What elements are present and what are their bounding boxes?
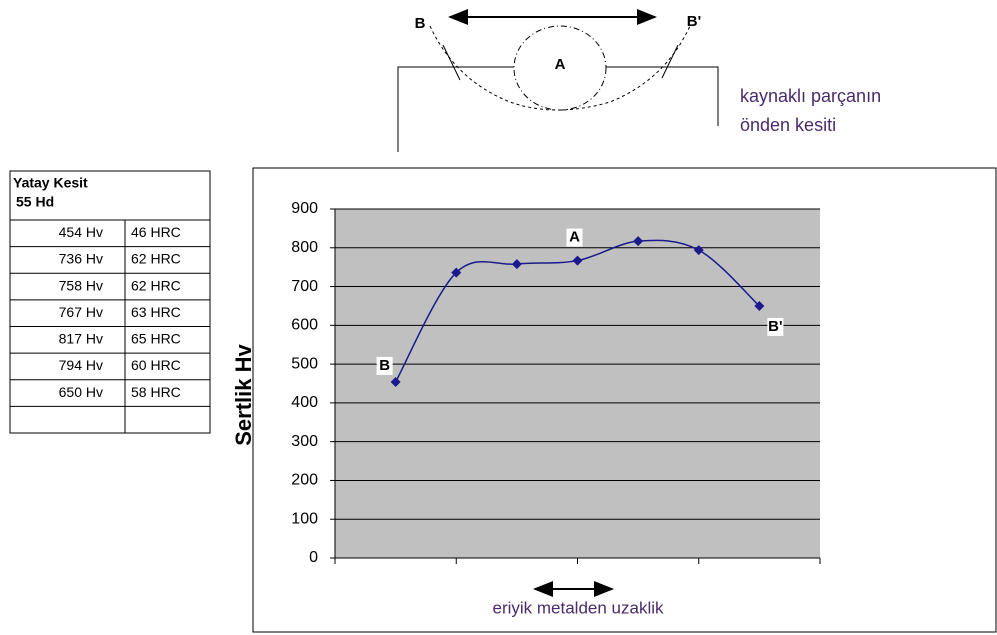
table-cell: 63 HRC — [131, 304, 181, 320]
y-tick-label: 300 — [291, 433, 318, 450]
caption-line: kaynaklı parçanın — [740, 86, 881, 106]
weld-diagram: B A B' kaynaklı parçanın önden kesiti — [398, 13, 881, 152]
y-tick-label: 600 — [291, 317, 318, 334]
table-cell: 65 HRC — [131, 331, 181, 347]
table-cell: 58 HRC — [131, 384, 181, 400]
table-cell: 62 HRC — [131, 251, 181, 267]
point-label: B — [379, 357, 390, 374]
leader — [443, 45, 460, 80]
label-b-prime: B' — [687, 13, 701, 30]
table-title: Yatay Kesit — [13, 175, 88, 191]
table-cell: 794 Hv — [59, 357, 103, 373]
table-cell: 454 Hv — [59, 224, 103, 240]
table-cell: 758 Hv — [59, 277, 103, 293]
table-cell: 60 HRC — [131, 357, 181, 373]
y-tick-label: 400 — [291, 394, 318, 411]
table-subtitle: 55 Hd — [16, 194, 54, 210]
label-a: A — [555, 56, 566, 73]
x-axis-label: eriyik metalden uzaklik — [492, 598, 664, 617]
table-cell: 650 Hv — [59, 384, 103, 400]
y-tick-label: 0 — [309, 549, 318, 566]
y-tick-label: 200 — [291, 472, 318, 489]
y-tick-label: 800 — [291, 239, 318, 256]
table-cell: 736 Hv — [59, 251, 103, 267]
caption-line: önden kesiti — [740, 115, 836, 135]
page: B A B' kaynaklı parçanın önden kesiti Ya… — [0, 0, 997, 635]
hardness-table: Yatay Kesit 55 Hd 454 Hv 46 HRC 736 Hv 62 H… — [10, 171, 210, 433]
table-cell: 46 HRC — [131, 224, 181, 240]
y-axis-label: Sertlik Hv — [231, 343, 256, 445]
table-cell: 767 Hv — [59, 304, 103, 320]
point-label: A — [569, 229, 580, 246]
table-cell: 62 HRC — [131, 277, 181, 293]
point-label: B' — [768, 318, 782, 335]
table-cell: 817 Hv — [59, 331, 103, 347]
y-tick-label: 100 — [291, 510, 318, 527]
label-b: B — [415, 15, 426, 32]
y-tick-label: 700 — [291, 278, 318, 295]
leader — [662, 45, 678, 78]
y-tick-label: 500 — [291, 355, 318, 372]
y-tick-label: 900 — [291, 200, 318, 217]
